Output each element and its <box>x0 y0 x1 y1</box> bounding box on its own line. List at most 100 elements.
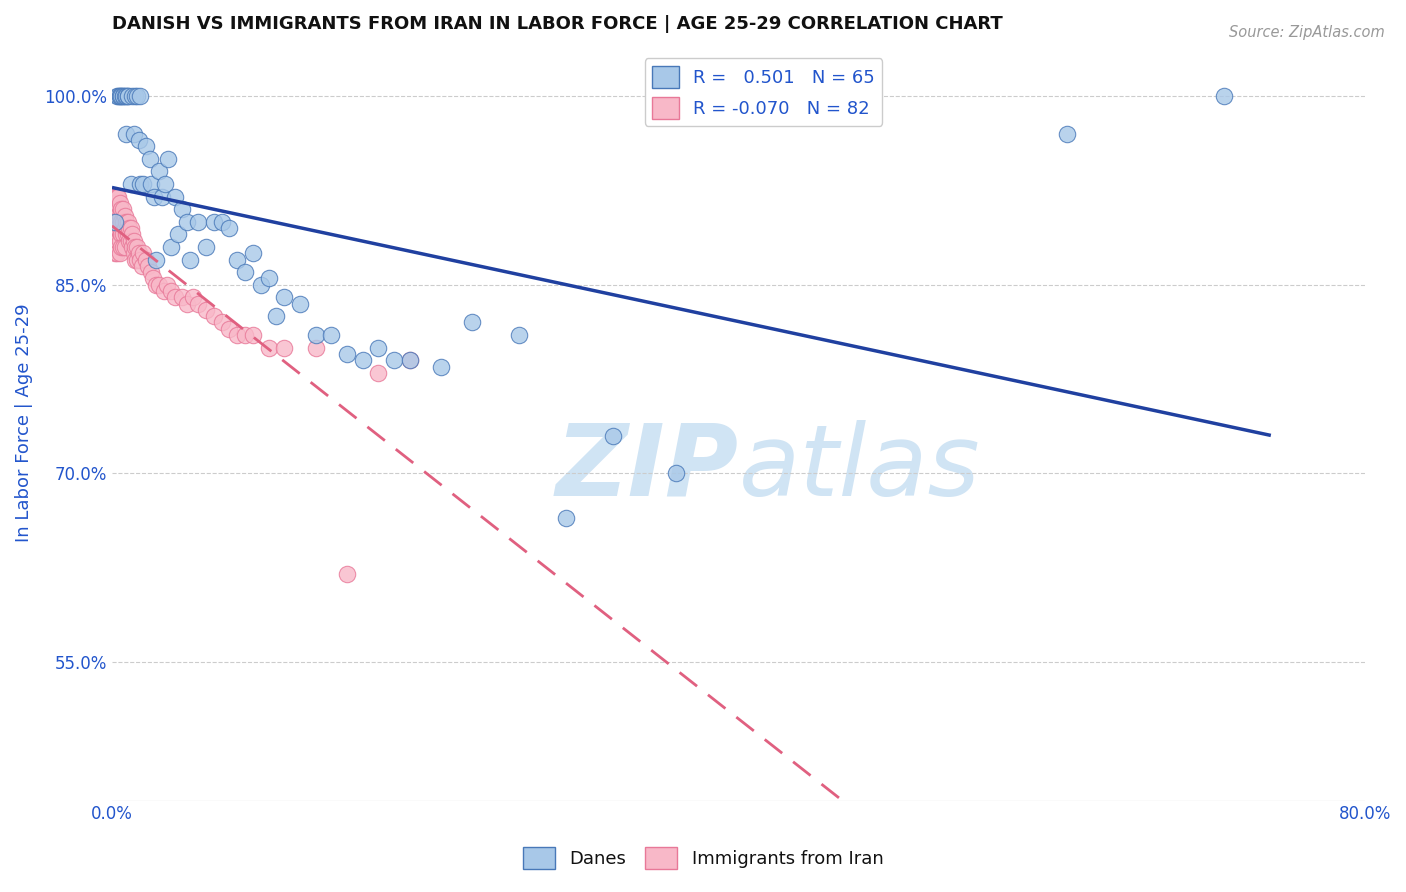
Point <box>118 221 141 235</box>
Point <box>367 366 389 380</box>
Point <box>107 189 129 203</box>
Point <box>139 265 162 279</box>
Point <box>121 227 143 242</box>
Point <box>128 133 150 147</box>
Point <box>107 209 129 223</box>
Point <box>266 309 288 323</box>
Point <box>128 246 150 260</box>
Point <box>108 234 131 248</box>
Point <box>665 467 688 481</box>
Point <box>117 89 139 103</box>
Point <box>150 189 173 203</box>
Point <box>145 277 167 292</box>
Point <box>131 259 153 273</box>
Point <box>108 221 131 235</box>
Point <box>288 296 311 310</box>
Point <box>172 290 194 304</box>
Point <box>148 277 170 292</box>
Point <box>110 202 132 217</box>
Point <box>115 89 138 103</box>
Point <box>257 341 280 355</box>
Point <box>105 234 128 248</box>
Point <box>136 259 159 273</box>
Point <box>115 215 138 229</box>
Point <box>152 284 174 298</box>
Point <box>398 353 420 368</box>
Legend: Danes, Immigrants from Iran: Danes, Immigrants from Iran <box>516 839 890 876</box>
Point <box>135 139 157 153</box>
Point <box>304 341 326 355</box>
Point <box>132 177 155 191</box>
Point <box>114 209 136 223</box>
Point <box>194 240 217 254</box>
Point <box>160 240 183 254</box>
Point <box>103 189 125 203</box>
Point <box>114 240 136 254</box>
Point <box>125 252 148 267</box>
Point <box>107 89 129 103</box>
Point <box>132 246 155 260</box>
Point <box>461 316 484 330</box>
Point <box>121 240 143 254</box>
Point <box>122 127 145 141</box>
Point <box>273 341 295 355</box>
Point <box>120 234 142 248</box>
Point <box>233 328 256 343</box>
Point <box>172 202 194 217</box>
Point <box>105 202 128 217</box>
Point <box>124 252 146 267</box>
Point <box>104 215 127 229</box>
Point <box>430 359 453 374</box>
Point <box>120 177 142 191</box>
Point <box>111 202 134 217</box>
Point <box>107 234 129 248</box>
Point <box>155 177 177 191</box>
Point <box>157 152 180 166</box>
Point <box>156 277 179 292</box>
Point <box>367 341 389 355</box>
Text: atlas: atlas <box>738 420 980 517</box>
Point <box>211 215 233 229</box>
Point <box>103 209 125 223</box>
Point <box>115 127 138 141</box>
Point <box>187 215 209 229</box>
Point <box>121 89 143 103</box>
Point <box>105 189 128 203</box>
Point <box>108 246 131 260</box>
Point <box>110 227 132 242</box>
Point <box>105 89 128 103</box>
Point <box>124 89 146 103</box>
Point <box>382 353 405 368</box>
Point <box>129 177 152 191</box>
Point <box>111 227 134 242</box>
Point <box>273 290 295 304</box>
Point <box>226 328 249 343</box>
Point <box>148 164 170 178</box>
Point <box>103 202 125 217</box>
Point <box>179 252 201 267</box>
Point <box>202 309 225 323</box>
Point <box>257 271 280 285</box>
Point <box>125 89 148 103</box>
Y-axis label: In Labor Force | Age 25-29: In Labor Force | Age 25-29 <box>15 304 32 542</box>
Point <box>145 252 167 267</box>
Point <box>135 252 157 267</box>
Point <box>202 215 225 229</box>
Point <box>104 215 127 229</box>
Point <box>122 234 145 248</box>
Point <box>1212 89 1234 103</box>
Text: Source: ZipAtlas.com: Source: ZipAtlas.com <box>1229 25 1385 40</box>
Text: DANISH VS IMMIGRANTS FROM IRAN IN LABOR FORCE | AGE 25-29 CORRELATION CHART: DANISH VS IMMIGRANTS FROM IRAN IN LABOR … <box>112 15 1002 33</box>
Point <box>110 240 132 254</box>
Point <box>114 221 136 235</box>
Point <box>117 215 139 229</box>
Point <box>163 189 186 203</box>
Point <box>108 196 131 211</box>
Point <box>124 240 146 254</box>
Point <box>166 227 188 242</box>
Point <box>129 89 152 103</box>
Point <box>104 189 127 203</box>
Point <box>125 240 148 254</box>
Point <box>142 271 165 285</box>
Point <box>218 221 240 235</box>
